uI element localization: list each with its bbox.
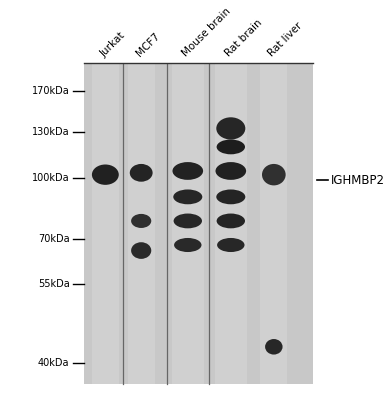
Ellipse shape bbox=[131, 242, 151, 259]
Bar bbox=[84, 64, 313, 384]
Text: 40kDa: 40kDa bbox=[38, 358, 70, 368]
Text: Mouse brain: Mouse brain bbox=[181, 6, 233, 59]
Ellipse shape bbox=[217, 140, 245, 154]
Text: Jurkat: Jurkat bbox=[98, 30, 127, 59]
Ellipse shape bbox=[174, 238, 201, 252]
Ellipse shape bbox=[217, 238, 244, 252]
Ellipse shape bbox=[172, 162, 203, 180]
Ellipse shape bbox=[131, 214, 151, 228]
Text: MCF7: MCF7 bbox=[134, 32, 161, 59]
Bar bbox=[260, 64, 287, 384]
Ellipse shape bbox=[262, 164, 286, 186]
Ellipse shape bbox=[215, 162, 246, 180]
Ellipse shape bbox=[173, 190, 202, 204]
Ellipse shape bbox=[174, 214, 202, 228]
Text: 70kDa: 70kDa bbox=[38, 234, 70, 244]
Text: 170kDa: 170kDa bbox=[32, 86, 70, 96]
Bar bbox=[128, 64, 154, 384]
Bar bbox=[92, 64, 119, 384]
Text: Rat brain: Rat brain bbox=[224, 18, 264, 59]
Text: Rat liver: Rat liver bbox=[267, 21, 305, 59]
Text: 55kDa: 55kDa bbox=[38, 279, 70, 289]
Bar bbox=[172, 64, 204, 384]
Ellipse shape bbox=[130, 164, 152, 182]
Ellipse shape bbox=[265, 339, 283, 354]
Ellipse shape bbox=[217, 214, 245, 228]
Ellipse shape bbox=[92, 164, 119, 185]
Text: 130kDa: 130kDa bbox=[32, 127, 70, 137]
Text: IGHMBP2: IGHMBP2 bbox=[331, 174, 385, 187]
Ellipse shape bbox=[216, 190, 245, 204]
Ellipse shape bbox=[216, 117, 245, 140]
Text: 100kDa: 100kDa bbox=[32, 173, 70, 183]
Bar bbox=[215, 64, 247, 384]
